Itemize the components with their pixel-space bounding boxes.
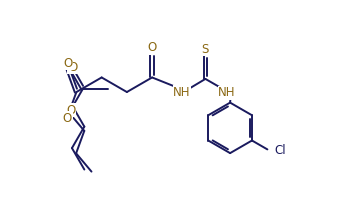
Text: NH: NH — [173, 86, 191, 99]
Text: NH: NH — [218, 86, 235, 99]
Text: O: O — [148, 41, 157, 54]
Text: S: S — [202, 43, 209, 56]
Text: O: O — [63, 112, 72, 125]
Text: O: O — [67, 104, 76, 117]
Text: O: O — [68, 61, 77, 74]
Text: Cl: Cl — [275, 144, 286, 157]
Text: O: O — [63, 57, 73, 70]
